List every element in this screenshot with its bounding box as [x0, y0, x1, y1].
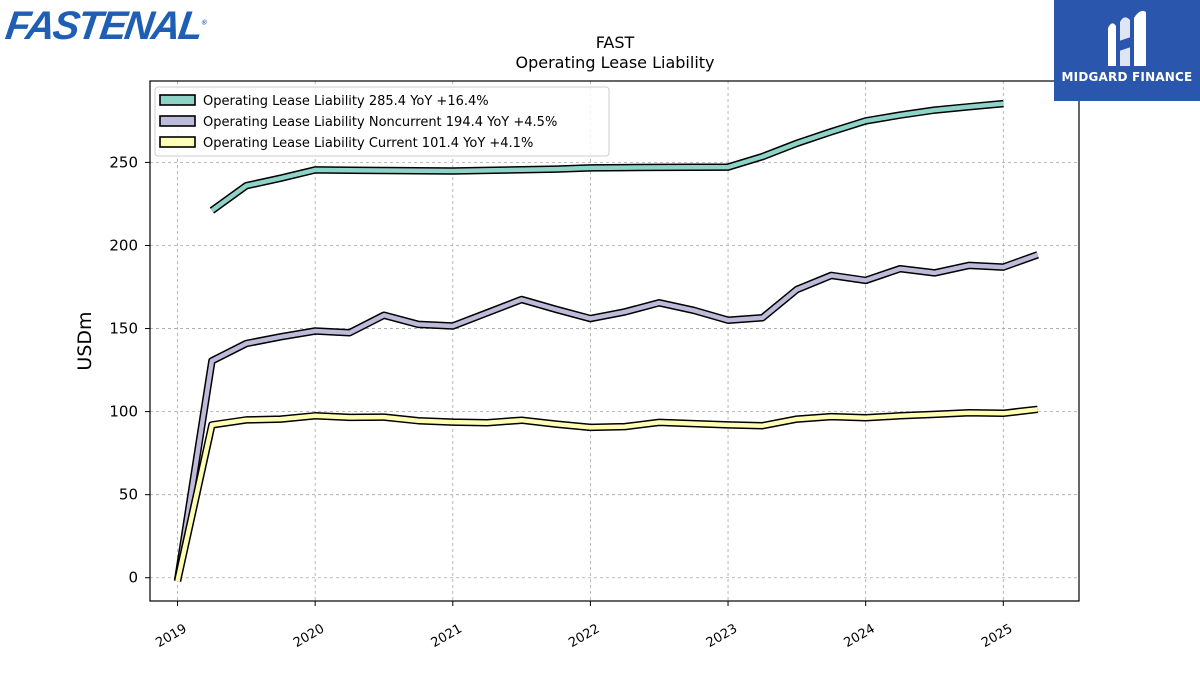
grid-lines	[150, 81, 1079, 601]
plot-frame	[149, 80, 1080, 602]
x-tick-label: 2022	[566, 621, 602, 651]
legend-swatch-3	[159, 136, 196, 148]
legend-swatch-2	[159, 115, 196, 127]
legend: Operating Lease Liability 285.4 YoY +16.…	[154, 86, 610, 157]
midgard-finance-badge: MIDGARD FINANCE	[1054, 0, 1200, 101]
midgard-logo-icon	[1108, 10, 1146, 66]
axis-ticks: 0 50 100 150 200 250 2019 2020 2021 2022 2023 2024 2…	[109, 153, 1015, 651]
series-line-2	[175, 252, 1039, 582]
y-tick-label: 150	[109, 320, 138, 338]
y-tick-label: 0	[128, 569, 138, 587]
series-line-3	[175, 407, 1038, 582]
x-tick-label: 2023	[704, 621, 740, 651]
y-tick-label: 50	[119, 486, 138, 504]
series-line-1	[210, 101, 1004, 213]
midgard-finance-wordmark: MIDGARD FINANCE	[1061, 70, 1193, 84]
legend-label-1: Operating Lease Liability 285.4 YoY +16.…	[203, 94, 489, 109]
fastenal-logo: FASTENAL®	[2, 4, 208, 48]
series-lines	[173, 99, 1039, 582]
x-tick-label: 2019	[153, 621, 189, 651]
series-line-outline-3	[173, 405, 1039, 582]
x-tick-label: 2020	[291, 621, 327, 651]
legend-label-2: Operating Lease Liability Noncurrent 194…	[203, 115, 557, 130]
x-tick-label: 2024	[842, 621, 878, 651]
chart-title: FAST	[596, 33, 635, 52]
x-tick-label: 2025	[979, 621, 1015, 651]
y-axis-label: USDm	[74, 311, 96, 370]
y-tick-label: 250	[109, 153, 138, 171]
chart-subtitle: Operating Lease Liability	[515, 53, 714, 72]
legend-label-3: Operating Lease Liability Current 101.4 …	[203, 136, 533, 151]
legend-box	[154, 86, 610, 157]
y-tick-label: 100	[109, 403, 138, 421]
y-tick-label: 200	[109, 236, 138, 254]
x-tick-label: 2021	[429, 621, 465, 651]
legend-swatch-1	[159, 94, 196, 106]
